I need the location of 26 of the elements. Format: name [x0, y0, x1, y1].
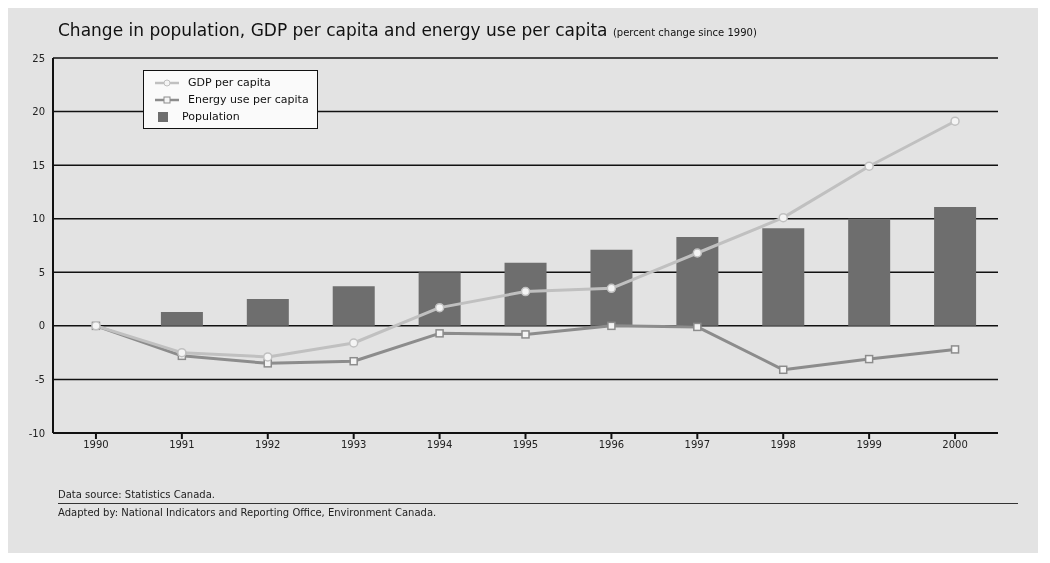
- x-tick-label: 1990: [83, 439, 109, 451]
- text: Adapted by: National Indicators and Reporting Office, Environment Canada.: [58, 503, 1018, 521]
- y-tick-label: 10: [32, 213, 45, 225]
- x-tick-label: 2000: [942, 439, 968, 451]
- legend-label: GDP per capita: [188, 76, 271, 89]
- x-tick-label: 1991: [169, 439, 195, 451]
- y-tick-label: -10: [28, 427, 45, 439]
- legend-label: Energy use per capita: [188, 93, 309, 106]
- y-tick-label: 0: [38, 320, 45, 332]
- x-tick-label: 1994: [426, 439, 453, 451]
- chart-title: Change in population, GDP per capita and energy use per capita: [58, 20, 608, 40]
- y-tick-label: 20: [32, 106, 45, 118]
- x-tick-label: 1995: [512, 439, 539, 451]
- legend-label: Population: [182, 110, 240, 123]
- source-note: Data source: Statistics Canada.: [58, 488, 216, 502]
- x-tick-label: 1993: [340, 439, 367, 451]
- y-tick-label: 5: [38, 266, 45, 278]
- y-tick-label: 25: [32, 52, 45, 64]
- y-tick-label: -5: [35, 373, 45, 385]
- x-tick-label: 1998: [770, 439, 796, 451]
- x-tick-label: 1996: [598, 439, 625, 451]
- x-tick-label: 1999: [856, 439, 882, 451]
- chart-subtitle: (percent change since 1990): [612, 27, 757, 38]
- x-tick-label: 1997: [684, 439, 711, 451]
- y-tick-label: 15: [32, 159, 45, 171]
- x-tick-label: 1992: [255, 439, 281, 451]
